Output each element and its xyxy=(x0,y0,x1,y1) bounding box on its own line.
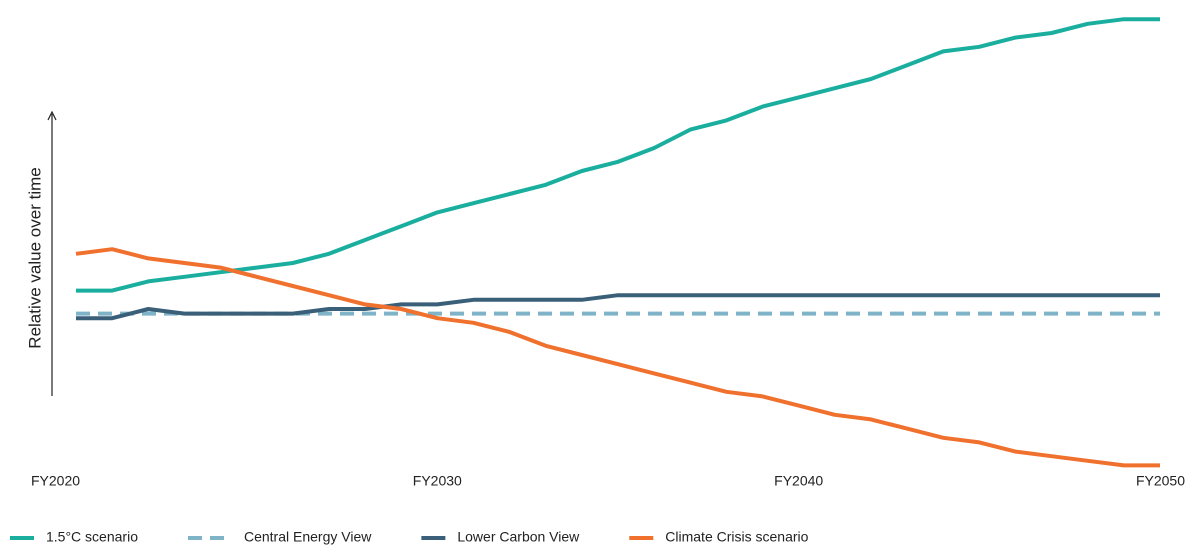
legend-label: 1.5°C scenario xyxy=(46,529,138,545)
y-axis-label: Relative value over time xyxy=(25,167,44,348)
y-axis-arrowhead xyxy=(47,110,57,121)
legend-label: Climate Crisis scenario xyxy=(665,529,808,545)
x-tick-label: FY2050 xyxy=(1136,473,1185,489)
series-line xyxy=(76,17,1160,293)
x-tick-label: FY2030 xyxy=(413,473,462,489)
legend-label: Lower Carbon View xyxy=(457,529,580,545)
legend-label: Central Energy View xyxy=(244,529,372,545)
x-tick-label: FY2040 xyxy=(774,473,823,489)
x-tick-label: FY2020 xyxy=(31,473,80,489)
series-line xyxy=(76,293,1160,321)
series-line xyxy=(75,247,1160,468)
